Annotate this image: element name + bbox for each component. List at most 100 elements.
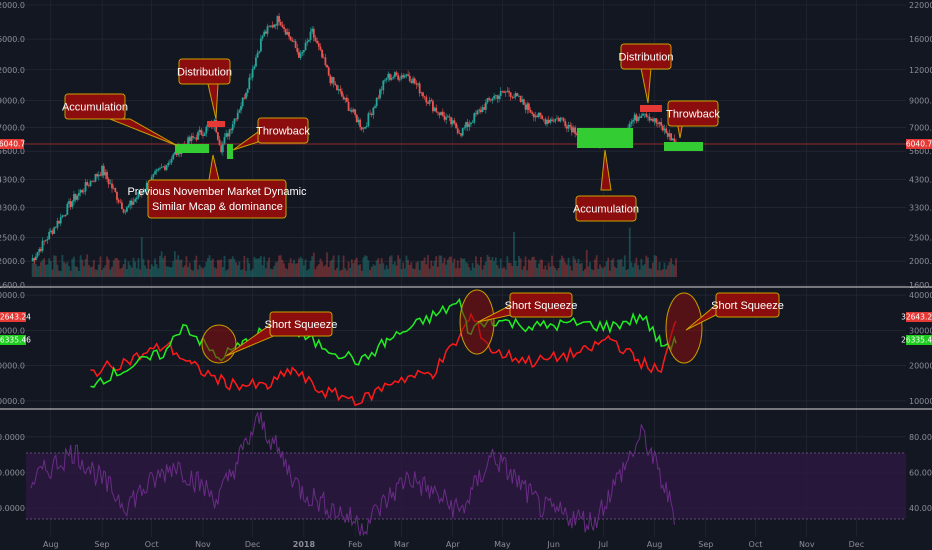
volume-bar <box>653 255 656 277</box>
rsi-band <box>26 453 906 519</box>
volume-bar <box>622 266 625 277</box>
price-axis-label-left: 12000.0 <box>0 66 25 75</box>
volume-bar <box>461 258 464 277</box>
volume-bar <box>607 257 610 277</box>
candle-body <box>61 215 64 218</box>
volume-bar <box>193 259 196 277</box>
candle-body <box>246 89 249 93</box>
volume-bar <box>39 262 42 277</box>
volume-bar <box>172 261 175 277</box>
volume-bar <box>101 269 103 277</box>
candle-body <box>294 41 297 48</box>
price-axis-label-right: 3300.0 <box>909 204 932 213</box>
volume-bar <box>352 263 355 277</box>
volume-bar <box>177 255 180 277</box>
candle-body <box>238 110 241 113</box>
volume-bar <box>642 265 644 277</box>
volume-bar <box>301 258 304 277</box>
volume-bar <box>612 258 615 277</box>
volume-bar <box>312 252 315 277</box>
candle-body <box>465 122 467 128</box>
volume-bar <box>200 267 203 277</box>
candle-body <box>279 21 282 26</box>
candle-body <box>514 93 517 97</box>
volume-bar <box>167 266 170 277</box>
candle-body <box>526 103 529 110</box>
volume-bar <box>509 262 512 277</box>
candle-body <box>451 120 454 125</box>
volume-bar <box>233 259 236 277</box>
candle-body <box>369 113 371 115</box>
price-axis-label-right: 7000.0 <box>909 123 932 132</box>
longs-line <box>90 297 677 388</box>
volume-bar <box>129 265 132 277</box>
volume-bar <box>479 257 482 277</box>
candle-body <box>248 77 251 90</box>
candle-body <box>261 36 264 39</box>
volume-bar <box>78 270 80 277</box>
shorts-tag-value-left: 32643.24 <box>0 313 31 322</box>
candle-body <box>269 25 272 27</box>
candle-body <box>489 99 492 101</box>
volume-bar <box>187 267 190 277</box>
callout-distribution-2: Distribution <box>618 43 674 70</box>
annotation-accumulation-2: Accumulation <box>573 204 639 216</box>
candle-body <box>289 36 292 41</box>
volume-bar <box>458 268 461 277</box>
volume-bar <box>532 256 535 277</box>
volume-bar <box>526 270 529 277</box>
time-axis-label: Apr <box>446 540 461 549</box>
volume-bar <box>41 259 44 277</box>
volume-bar <box>207 258 209 277</box>
volume-bar <box>44 264 47 277</box>
short-squeeze-ellipse-2 <box>459 289 495 355</box>
volume-bar <box>190 269 193 277</box>
volume-bar <box>564 262 567 277</box>
volume-bar <box>486 255 489 277</box>
volume-bar <box>336 267 338 277</box>
volume-bar <box>491 257 494 277</box>
volume-bar <box>53 255 56 277</box>
volume-bar <box>446 259 449 277</box>
volume-bar <box>248 263 251 277</box>
candle-body <box>327 67 330 76</box>
volume-bar <box>402 262 405 277</box>
volume-bar <box>121 267 123 277</box>
volume-bar <box>476 263 479 277</box>
candle-body <box>382 80 385 91</box>
callout-throwback-1: Throwback <box>256 117 310 144</box>
candle-body <box>111 183 113 189</box>
volume-bar <box>451 262 454 277</box>
candle-body <box>202 134 204 136</box>
volume-bar <box>198 264 201 277</box>
time-axis-label: Nov <box>799 540 815 549</box>
volume-bar <box>283 263 285 277</box>
volume-bar <box>604 266 606 277</box>
volume-bar <box>126 269 128 277</box>
volume-bar <box>35 263 37 277</box>
candle-body <box>99 174 102 176</box>
price-axis-label-right: 4300.0 <box>909 175 932 184</box>
candle-body <box>39 249 42 251</box>
volume-bar <box>436 266 439 277</box>
volume-bar <box>241 269 244 277</box>
time-axis-label: May <box>494 540 511 549</box>
candle-body <box>536 115 539 118</box>
time-axis-label: Sep <box>698 540 713 549</box>
volume-bar <box>542 269 545 277</box>
candle-body <box>154 171 156 175</box>
candle-body <box>504 92 507 93</box>
volume-bar <box>135 268 138 277</box>
candle-body <box>74 194 77 200</box>
candle-body <box>633 114 636 121</box>
candle-body <box>350 110 353 112</box>
candle-body <box>258 51 261 53</box>
time-axis-label: Mar <box>394 540 410 549</box>
volume-bar <box>430 260 433 277</box>
volume-bar <box>147 259 150 277</box>
volume-bar <box>460 257 462 277</box>
volume-bar <box>46 264 49 277</box>
candle-body <box>547 119 550 123</box>
candle-body <box>268 26 271 27</box>
candle-body <box>670 133 673 141</box>
